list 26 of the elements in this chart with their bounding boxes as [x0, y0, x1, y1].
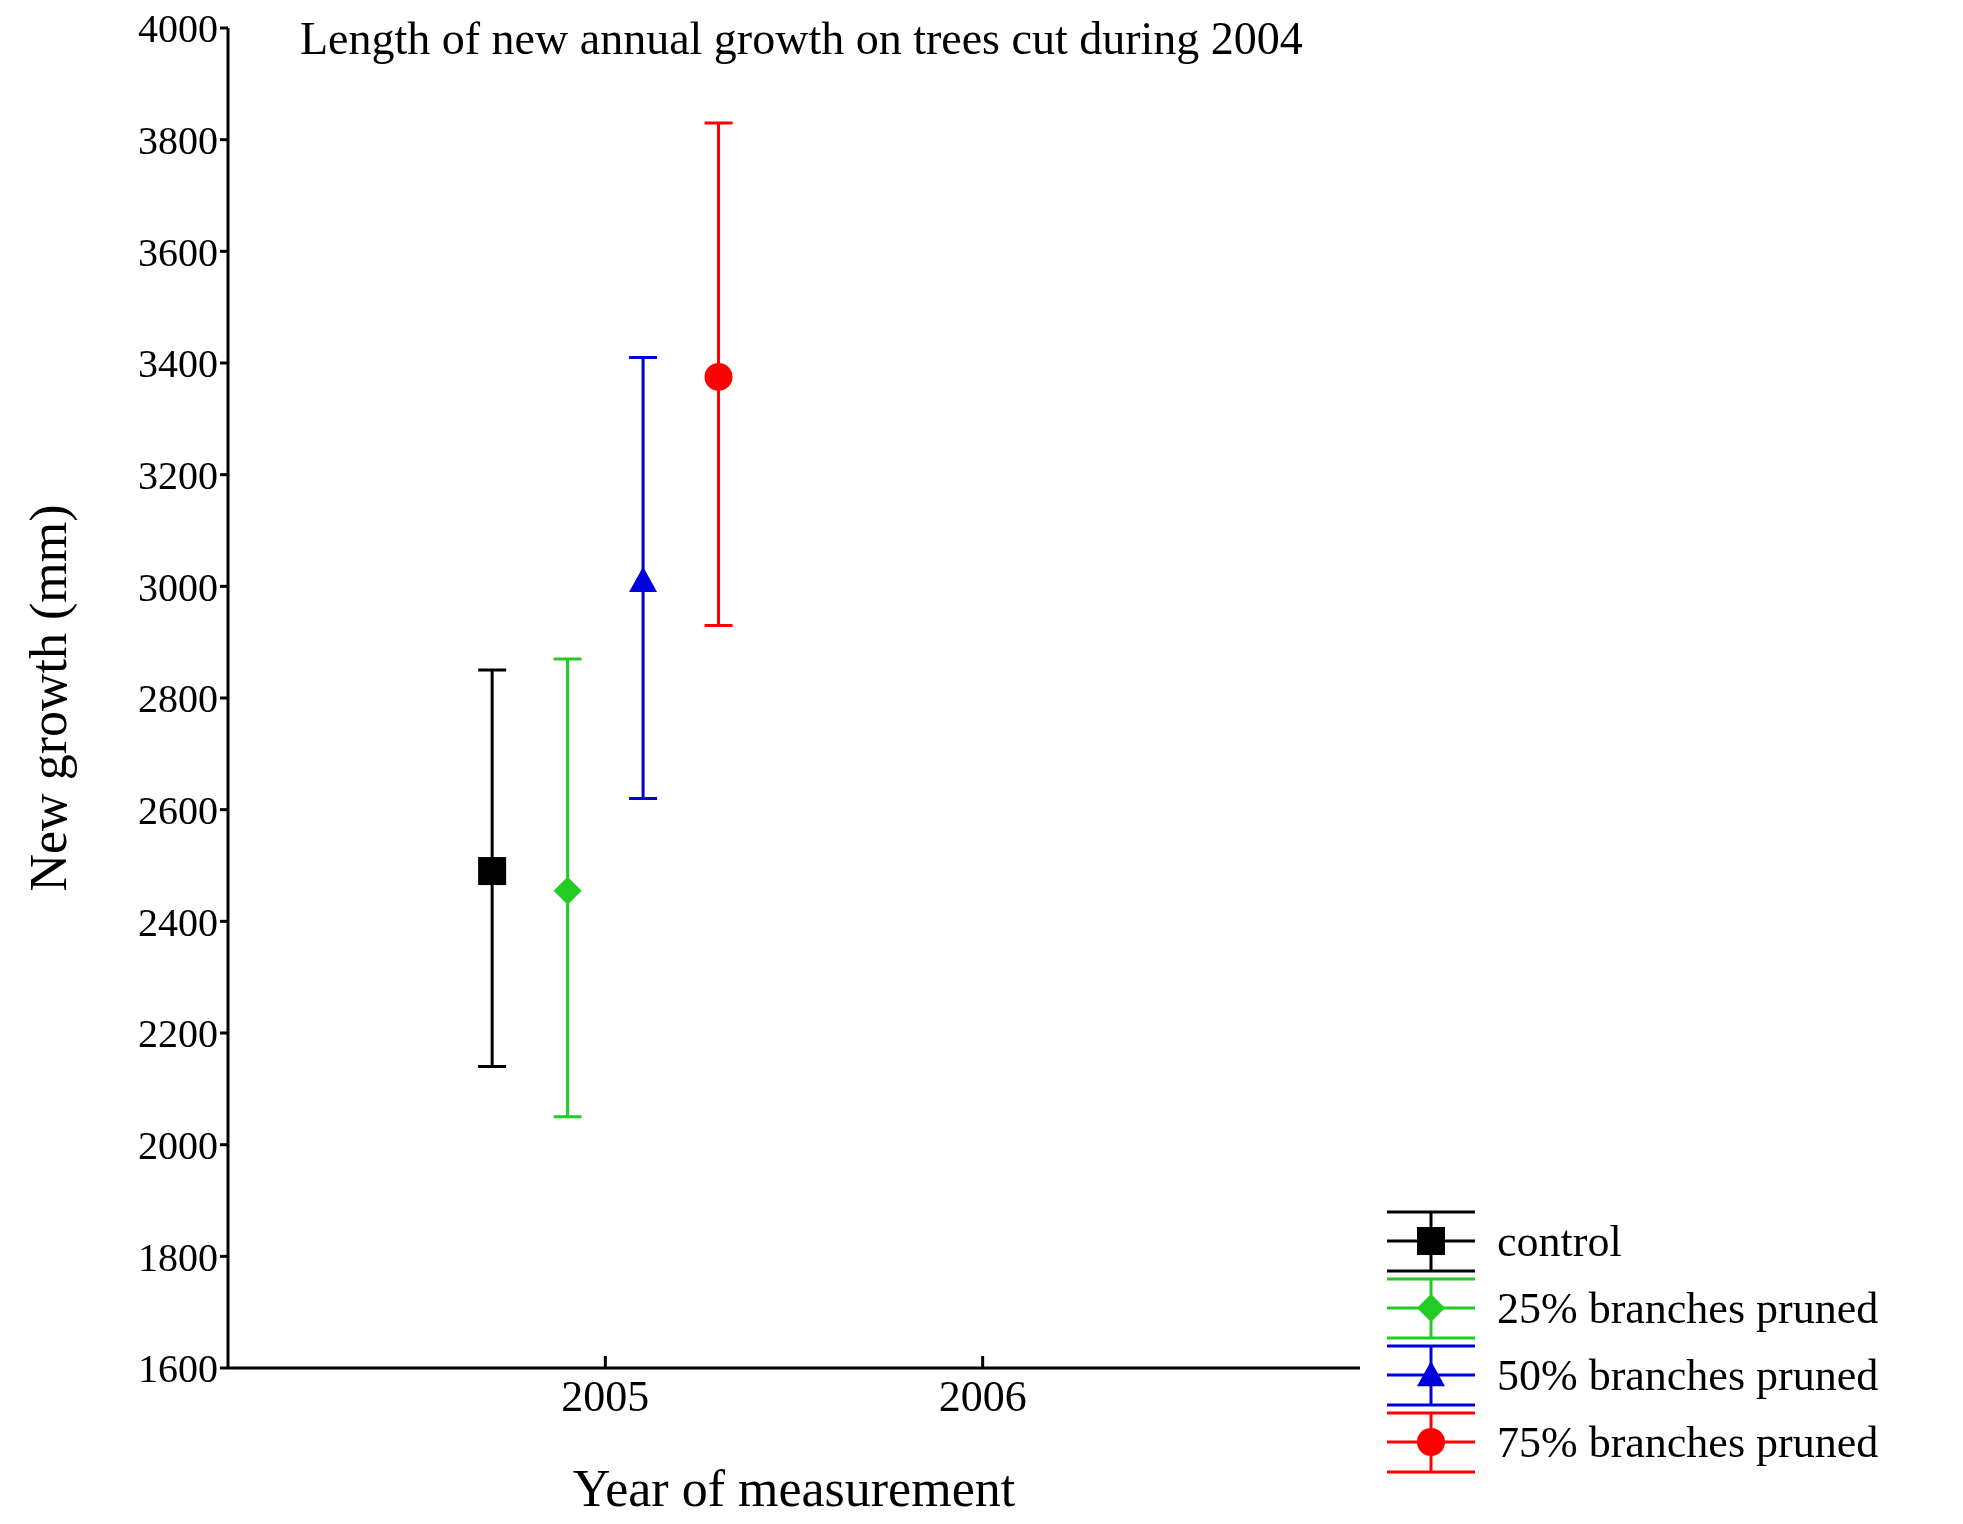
legend-label: 50% branches pruned: [1497, 1350, 1879, 1401]
chart-title: Length of new annual growth on trees cut during 2004: [300, 12, 1303, 65]
y-tick-label: 2200: [138, 1011, 218, 1057]
y-tick-label: 2000: [138, 1122, 218, 1168]
legend-label: control: [1497, 1216, 1622, 1267]
y-tick-label: 1800: [138, 1234, 218, 1280]
y-tick-label: 2800: [138, 676, 218, 722]
y-tick-label: 3600: [138, 229, 218, 275]
y-axis-title: New growth (mm): [20, 504, 79, 892]
point: [553, 876, 582, 905]
x-axis-title: Year of measurement: [572, 1460, 1016, 1517]
x-tick-label: 2005: [561, 1372, 650, 1422]
legend-label: 75% branches pruned: [1497, 1417, 1879, 1468]
y-tick-label: 3800: [138, 117, 218, 163]
y-tick-label: 4000: [138, 6, 218, 52]
y-tick-label: 3200: [138, 452, 218, 498]
y-tick-label: 1600: [138, 1346, 218, 1392]
point: [704, 362, 733, 391]
y-tick-label: 2400: [138, 899, 218, 945]
x-tick-label: 2006: [938, 1372, 1027, 1422]
y-tick-label: 2600: [138, 787, 218, 833]
point: [629, 566, 658, 592]
y-tick-label: 3400: [138, 341, 218, 387]
legend-label: 25% branches pruned: [1497, 1283, 1879, 1334]
y-tick-label: 3000: [138, 564, 218, 610]
point: [478, 857, 507, 886]
